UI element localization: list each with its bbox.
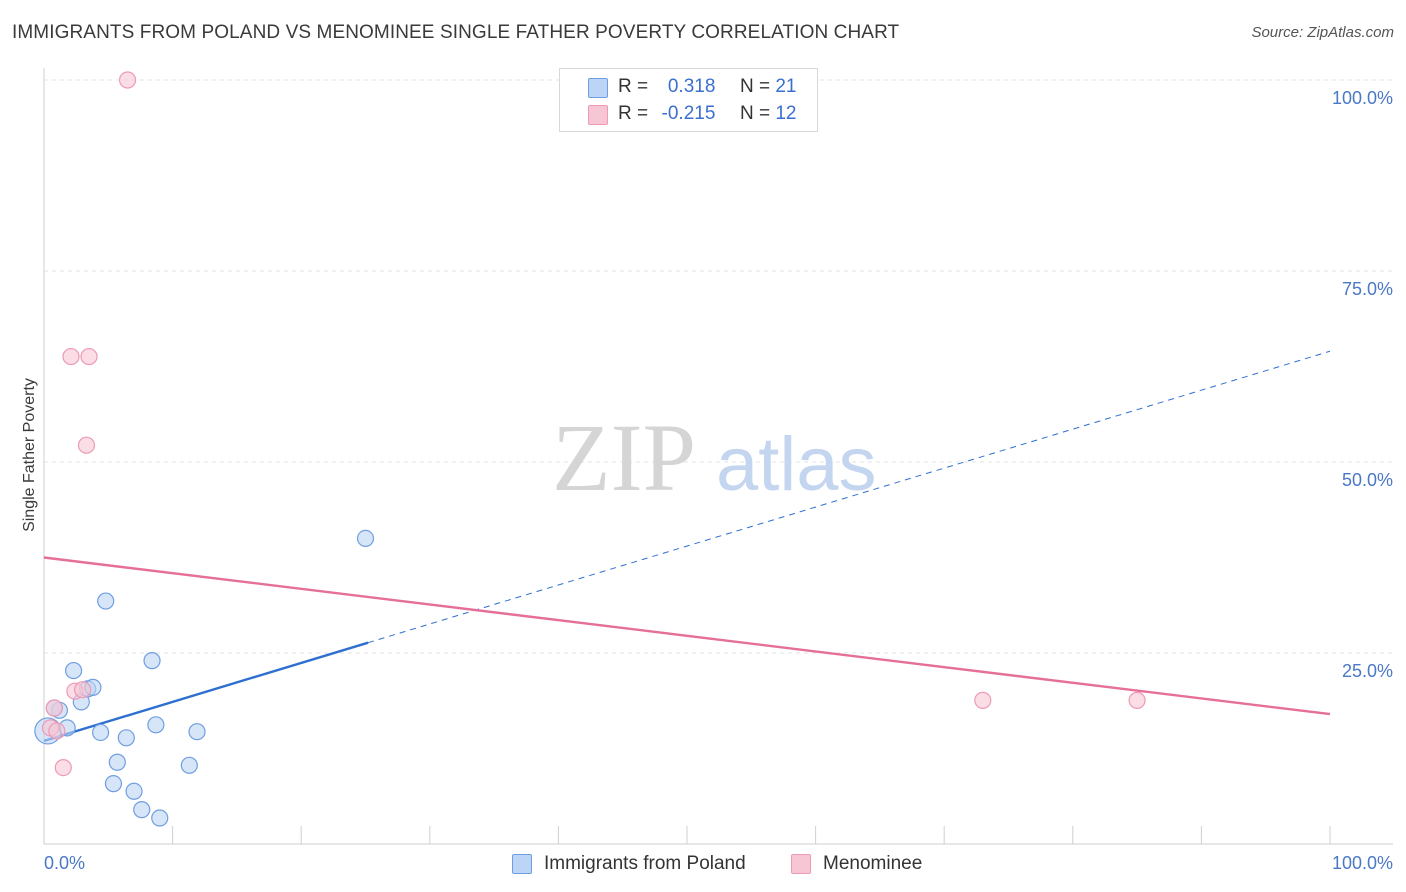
- chart-title: IMMIGRANTS FROM POLAND VS MENOMINEE SING…: [12, 22, 900, 43]
- y-tick-100: 100.0%: [1332, 88, 1393, 108]
- data-point-menominee: [54, 758, 72, 777]
- data-point-menominee: [73, 681, 92, 699]
- data-point-menominee: [118, 71, 137, 89]
- data-point-poland: [104, 775, 123, 793]
- y-tick-labels: 25.0% 50.0% 75.0% 100.0%: [1332, 88, 1393, 681]
- watermark-atlas: atlas: [716, 422, 877, 507]
- data-point-poland: [108, 753, 126, 771]
- data-point-poland: [125, 782, 143, 800]
- data-point-menominee: [62, 347, 80, 366]
- legend-n-value-menominee: 12: [775, 103, 797, 124]
- series-name-menominee: Menominee: [823, 853, 923, 874]
- data-point-poland: [64, 661, 83, 680]
- trend-line-extension-0: [367, 350, 1331, 644]
- source-label: Source: ZipAtlas.com: [1251, 24, 1394, 41]
- data-point-menominee: [974, 691, 992, 709]
- data-point-poland: [91, 723, 110, 742]
- series-swatch-poland: [512, 854, 532, 874]
- data-point-poland: [188, 723, 206, 741]
- data-point-poland: [143, 652, 161, 670]
- data-point-menominee: [80, 347, 98, 366]
- data-point-menominee: [1128, 691, 1146, 709]
- y-axis-label: Single Father Poverty: [21, 378, 38, 532]
- legend-r-label: R =: [618, 76, 649, 97]
- data-point-poland: [117, 729, 135, 747]
- legend-swatch-poland: [588, 78, 608, 98]
- watermark: ZIP atlas: [552, 404, 877, 511]
- axes: [43, 68, 1393, 845]
- data-point-menominee: [45, 699, 63, 717]
- data-point-poland: [97, 592, 115, 610]
- legend-r-label: R =: [618, 103, 649, 124]
- legend-r-value-menominee: -0.215: [661, 103, 716, 124]
- data-point-poland: [356, 529, 375, 548]
- data-point-menominee: [48, 722, 66, 740]
- watermark-zip: ZIP: [552, 404, 696, 511]
- series-swatch-menominee: [791, 854, 811, 874]
- y-tick-75: 75.0%: [1342, 279, 1393, 299]
- legend-n-value-poland: 21: [775, 76, 797, 97]
- data-point-poland: [147, 716, 165, 734]
- legend-r-value-poland: 0.318: [667, 76, 716, 97]
- trend-line-1: [43, 556, 1331, 716]
- x-tick-min: 0.0%: [44, 853, 85, 873]
- data-point-poland: [180, 756, 198, 774]
- data-point-menominee: [77, 436, 96, 454]
- x-tick-max: 100.0%: [1332, 853, 1393, 873]
- y-tick-50: 50.0%: [1342, 470, 1393, 490]
- data-point-poland: [133, 801, 151, 819]
- series-name-poland: Immigrants from Poland: [544, 853, 746, 874]
- y-tick-25: 25.0%: [1342, 661, 1393, 681]
- correlation-legend: R = 0.318 N = 21 R = -0.215 N = 12: [559, 68, 818, 132]
- data-point-poland: [151, 809, 169, 827]
- series-legend: Immigrants from Poland Menominee: [0, 852, 1406, 878]
- legend-n-label: N =: [739, 103, 771, 124]
- data-points: [34, 71, 1146, 827]
- grid-lines: [44, 79, 1393, 654]
- legend-n-label: N =: [739, 76, 771, 97]
- legend-swatch-menominee: [588, 105, 608, 125]
